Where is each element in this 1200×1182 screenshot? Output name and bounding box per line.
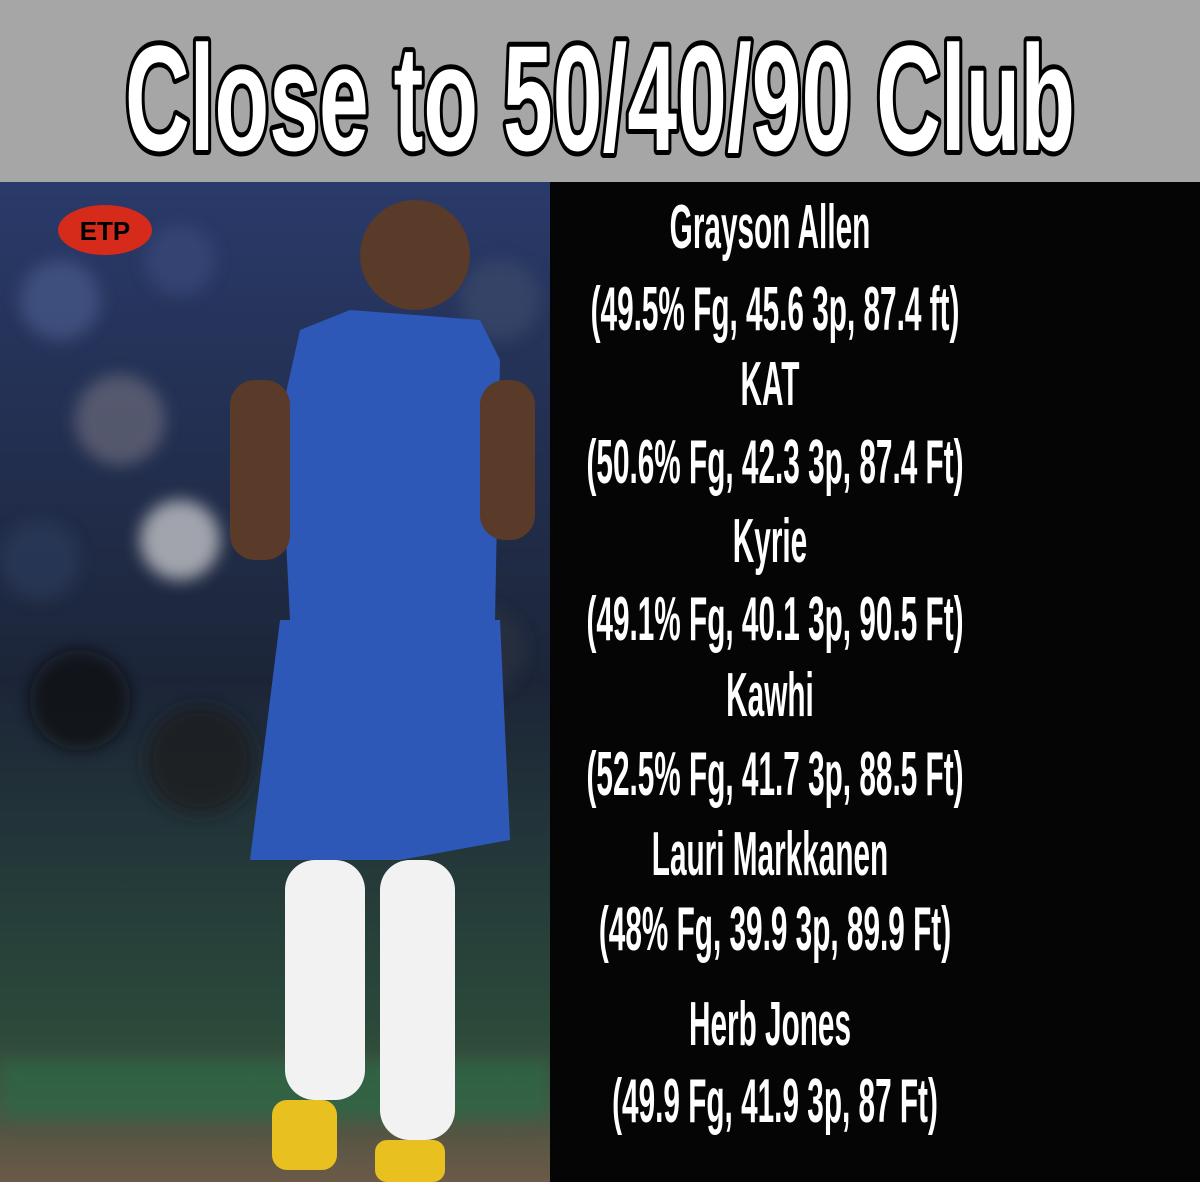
player-entry: Lauri Markkanen(48% Fg, 39.9 3p, 89.9 Ft… [599,820,951,964]
player-entry: Kawhi (52.5% Fg, 41.7 3p, 88.5 Ft) [586,661,963,809]
name-wrap: Herb Jones [689,990,851,1059]
player-stats: (52.5% Fg, 41.7 3p, 88.5 Ft) [586,740,963,809]
text-panel [550,182,1200,1182]
player-name: Kawhi [726,661,814,730]
name-wrap: Kawhi [726,661,814,730]
player-entry: Kyrie (49.1% Fg, 40.1 3p, 90.5 Ft) [586,507,963,654]
player-stats: (49.1% Fg, 40.1 3p, 90.5 Ft) [586,585,963,654]
player-entry: KAT (50.6% Fg, 42.3 3p, 87.4 Ft) [586,350,963,497]
name-wrap: Grayson Allen [670,193,871,262]
title: Close to 50/40/90 Club [125,14,1075,182]
name-wrap: Lauri Markkanen [652,820,888,889]
name-wrap: KAT [741,350,800,419]
player-name: Kyrie [733,507,807,576]
player-stats: (50.6% Fg, 42.3 3p, 87.4 Ft) [586,428,963,497]
player-stats: (48% Fg, 39.9 3p, 89.9 Ft) [599,895,951,964]
stats-wrap: (49.5% Fg, 45.6 3p, 87.4 ft) [591,275,960,344]
stats-wrap: (48% Fg, 39.9 3p, 89.9 Ft) [599,895,951,964]
player-entry: Herb Jones (49.9 Fg, 41.9 3p, 87 Ft) [612,990,938,1136]
name-wrap: Kyrie [733,507,807,576]
logo: ETP [80,216,131,246]
stats-wrap: (50.6% Fg, 42.3 3p, 87.4 Ft) [586,428,963,497]
player-list: Grayson Allen (49.5% Fg, 45.6 3p, 87.4 ft… [586,193,963,1136]
header-band [0,0,1200,182]
stats-wrap: (49.1% Fg, 40.1 3p, 90.5 Ft) [586,585,963,654]
stats-wrap: (52.5% Fg, 41.7 3p, 88.5 Ft) [586,740,963,809]
player-stats: (49.9 Fg, 41.9 3p, 87 Ft) [612,1067,938,1136]
player-entry: Grayson Allen (49.5% Fg, 45.6 3p, 87.4 ft… [591,193,960,344]
photo: ETP [0,182,550,1182]
player-name: Lauri Markkanen [652,820,888,889]
stats-wrap: (49.9 Fg, 41.9 3p, 87 Ft) [612,1067,938,1136]
player-stats: (49.5% Fg, 45.6 3p, 87.4 ft) [591,275,960,344]
player-name: Grayson Allen [670,193,871,262]
player-name: Herb Jones [689,990,851,1059]
player-name: KAT [741,350,800,419]
